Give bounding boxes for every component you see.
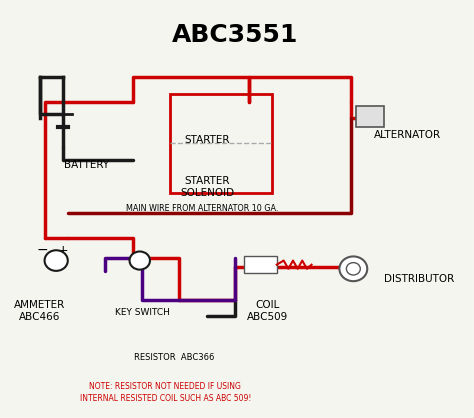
Text: KEY SWITCH: KEY SWITCH <box>115 308 170 317</box>
Text: STARTER
SOLENOID: STARTER SOLENOID <box>180 176 234 199</box>
Text: NOTE: RESISTOR NOT NEEDED IF USING
INTERNAL RESISTED COIL SUCH AS ABC 509!: NOTE: RESISTOR NOT NEEDED IF USING INTER… <box>80 382 251 403</box>
Bar <box>170 94 272 193</box>
Text: AMMETER
ABC466: AMMETER ABC466 <box>14 300 65 322</box>
Text: ABC3551: ABC3551 <box>172 23 298 47</box>
Circle shape <box>339 256 367 281</box>
Text: STARTER: STARTER <box>184 135 230 145</box>
Text: BATTERY: BATTERY <box>64 160 109 170</box>
Text: −: − <box>36 243 48 257</box>
Text: DISTRIBUTOR: DISTRIBUTOR <box>383 274 454 284</box>
Text: COIL
ABC509: COIL ABC509 <box>247 300 288 322</box>
Bar <box>356 106 383 127</box>
Circle shape <box>45 250 68 271</box>
Bar <box>244 256 277 273</box>
Text: MAIN WIRE FROM ALTERNATOR 10 GA.: MAIN WIRE FROM ALTERNATOR 10 GA. <box>126 204 279 213</box>
Text: ALTERNATOR: ALTERNATOR <box>374 130 441 140</box>
Text: RESISTOR  ABC366: RESISTOR ABC366 <box>135 353 215 362</box>
Text: +: + <box>58 244 68 257</box>
Circle shape <box>129 252 150 270</box>
